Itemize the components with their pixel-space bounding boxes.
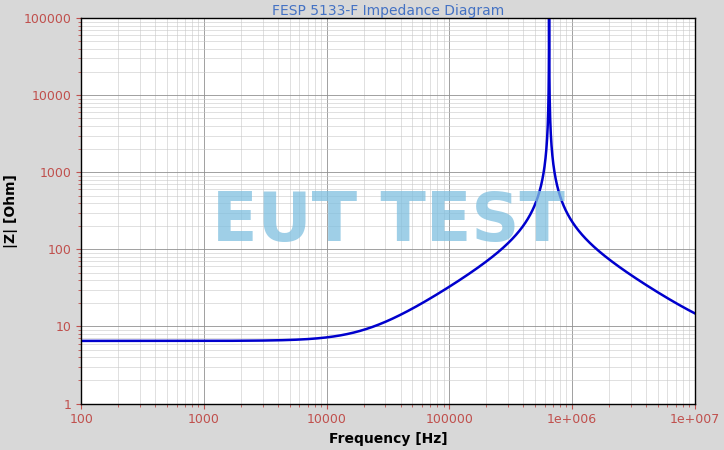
Text: EUT TEST: EUT TEST <box>211 189 565 256</box>
Title: FESP 5133-F Impedance Diagram: FESP 5133-F Impedance Diagram <box>272 4 504 18</box>
X-axis label: Frequency [Hz]: Frequency [Hz] <box>329 432 447 446</box>
Y-axis label: |Z| [Ohm]: |Z| [Ohm] <box>4 174 18 248</box>
